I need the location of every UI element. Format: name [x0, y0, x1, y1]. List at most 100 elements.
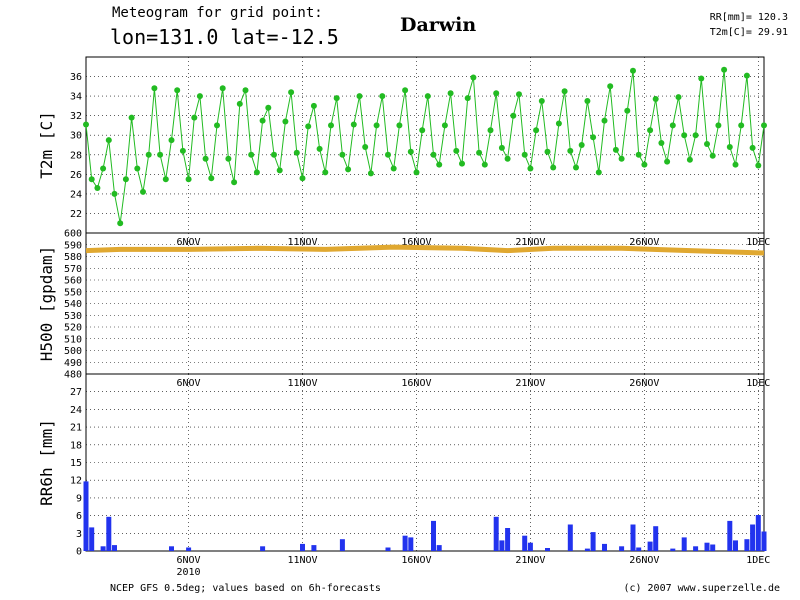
data-source-note: NCEP GFS 0.5deg; values based on 6h-fore…: [110, 583, 381, 594]
y-tick-label: 560: [64, 276, 82, 287]
t2m-point: [447, 90, 454, 97]
y-tick-label: 480: [64, 370, 82, 381]
t2m-point: [299, 175, 306, 182]
y-tick-label: 24: [70, 405, 82, 416]
y-tick-label: 570: [64, 264, 82, 275]
copyright-note: (c) 2007 www.superzelle.de: [623, 583, 780, 594]
y-tick-label: 540: [64, 299, 82, 310]
t2m-point: [692, 132, 699, 139]
y-tick-label: 22: [70, 209, 82, 220]
t2m-point: [310, 102, 317, 109]
date-tick-label: 6NOV: [177, 378, 201, 389]
t2m-point: [196, 93, 203, 100]
t2m-point: [749, 144, 756, 151]
y-axis-label: H500 [gpdam]: [37, 246, 56, 362]
t2m-point: [367, 170, 374, 177]
date-tick-label: 21NOV: [515, 237, 545, 248]
y-tick-label: 12: [70, 476, 82, 487]
t2m-point: [743, 72, 750, 79]
t2m-point: [709, 152, 716, 159]
t2m-point: [453, 147, 460, 154]
rr6h-bar: [339, 539, 345, 551]
rr6h-bar: [647, 541, 653, 551]
y-tick-label: 15: [70, 458, 82, 469]
t2m-point: [202, 155, 209, 162]
t2m-point: [590, 134, 597, 141]
y-tick-label: 0: [76, 547, 82, 558]
rr6h-bar: [755, 515, 761, 551]
rr6h-bar: [727, 520, 733, 551]
date-tick-label: 26NOV: [629, 237, 659, 248]
date-tick-label: 16NOV: [401, 378, 431, 389]
rr6h-bar: [602, 543, 607, 551]
t2m-point: [413, 169, 420, 176]
t2m-point: [168, 137, 175, 144]
t2m-point: [487, 127, 494, 134]
t2m-point: [271, 151, 277, 158]
y-tick-label: 27: [70, 387, 82, 398]
t2m-point: [755, 162, 762, 169]
t2m-point: [573, 164, 579, 171]
y-tick-label: 21: [70, 423, 82, 434]
y-tick-label: 26: [70, 170, 82, 181]
t2m-point: [236, 100, 243, 107]
t2m-point: [555, 120, 562, 127]
t2m-point: [516, 91, 522, 98]
rr6h-bar: [584, 548, 590, 551]
t2m-point: [305, 123, 312, 130]
t2m-point: [140, 188, 146, 195]
y-tick-label: 500: [64, 346, 82, 357]
t2m-point: [333, 95, 340, 102]
date-tick-label: 1DEC: [746, 555, 770, 566]
t2m-point: [128, 114, 135, 121]
t2m-point: [259, 117, 266, 124]
t2m-point: [607, 83, 614, 90]
y-tick-label: 28: [70, 150, 82, 161]
t2m-point: [510, 112, 517, 119]
t2m-point: [362, 144, 369, 150]
rr6h-bar: [431, 520, 436, 551]
t2m-point: [715, 122, 722, 129]
rr6h-bar: [693, 546, 699, 551]
t2m-point: [328, 122, 334, 129]
date-tick-label: 16NOV: [401, 555, 431, 566]
t2m-point: [282, 118, 289, 125]
t2m-point: [248, 151, 255, 158]
t2m-point: [105, 137, 112, 144]
t2m-point: [533, 127, 540, 134]
t2m-point: [185, 176, 192, 183]
t2m-point: [179, 147, 186, 154]
t2m-point: [419, 127, 426, 134]
rr6h-bar: [505, 528, 511, 551]
rr6h-bar: [493, 516, 499, 551]
y-tick-label: 520: [64, 323, 82, 334]
rr6h-bar: [300, 543, 305, 551]
rr6h-bar: [527, 542, 533, 551]
date-tick-label: 16NOV: [401, 237, 431, 248]
y-tick-label: 530: [64, 311, 82, 322]
y-tick-label: 6: [76, 511, 82, 522]
t2m-point: [356, 93, 363, 100]
t2m-point: [219, 85, 226, 92]
t2m-point: [550, 164, 557, 171]
y-tick-label: 9: [76, 493, 82, 504]
rr6h-bar: [636, 547, 642, 551]
t2m-point: [686, 156, 693, 163]
t2m-point: [544, 148, 551, 155]
t2m-point: [265, 104, 272, 111]
t2m-point: [231, 179, 238, 186]
t2m-point: [288, 89, 295, 96]
t2m-point: [538, 98, 545, 104]
t2m-point: [379, 93, 386, 100]
t2m-point: [481, 161, 488, 168]
t2m-point: [122, 176, 129, 183]
t2m-point: [738, 122, 745, 129]
rr6h-bar: [260, 546, 266, 551]
t2m-point: [459, 160, 465, 167]
t2m-point: [584, 98, 591, 104]
t2m-point: [630, 67, 636, 74]
rr6h-bar: [89, 527, 95, 551]
t2m-point: [350, 121, 357, 128]
rr6h-bar: [311, 545, 317, 551]
y-tick-label: 3: [76, 529, 82, 540]
